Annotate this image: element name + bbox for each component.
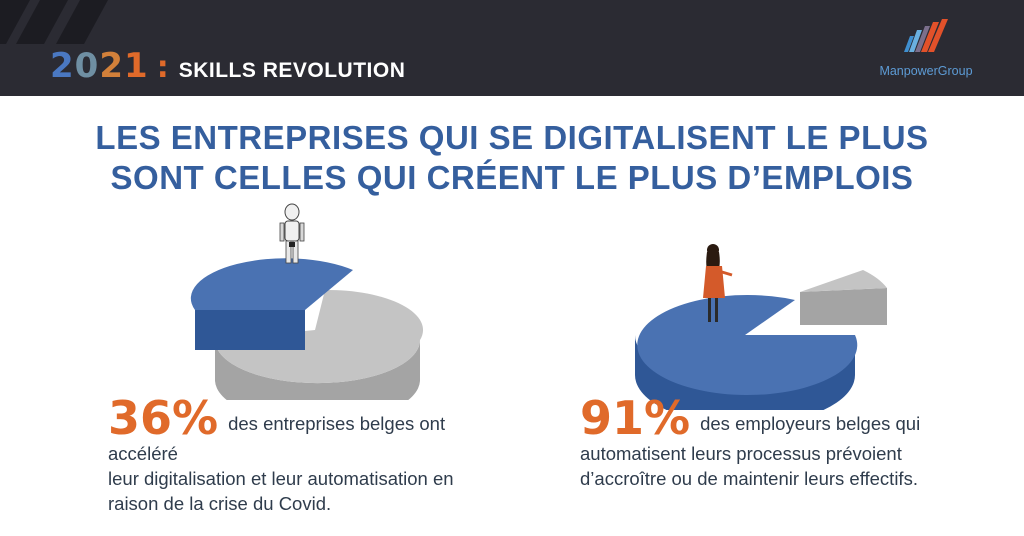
header-banner: 2021 : SKILLS REVOLUTION ManpowerGroup <box>0 0 1024 96</box>
stat-right-line1: des employeurs belges qui <box>700 413 921 434</box>
stat-right-value: 91% <box>580 391 691 445</box>
manpowergroup-logo: ManpowerGroup <box>870 14 982 84</box>
pie-right-blue-top <box>637 295 858 396</box>
pie-left-grey-side <box>215 340 420 400</box>
pie-left-blue-top <box>190 258 353 310</box>
pie-right-blue-side <box>635 335 855 410</box>
pie-chart-36 <box>190 203 424 400</box>
stat-right-line3: d’accroître ou de maintenir leurs effect… <box>580 468 918 489</box>
header-title: 2021 : SKILLS REVOLUTION <box>50 46 405 86</box>
pie-right-grey-top <box>800 270 887 292</box>
headline: LES ENTREPRISES QUI SE DIGITALISENT LE P… <box>60 118 964 198</box>
woman-figure <box>703 244 733 322</box>
stat-left-line3: raison de la crise du Covid. <box>108 493 332 514</box>
decorative-stripes <box>0 0 108 44</box>
headline-line-1: LES ENTREPRISES QUI SE DIGITALISENT LE P… <box>95 119 929 156</box>
headline-line-2: SONT CELLES QUI CRÉENT LE PLUS D’EMPLOIS <box>110 159 914 196</box>
header-subtitle: SKILLS REVOLUTION <box>178 59 406 82</box>
pie-left-grey-slice <box>215 289 424 400</box>
pie-left-grey-top <box>215 289 424 384</box>
robot-figure <box>279 203 305 264</box>
stat-right: 91% des employeurs belges qui automatisen… <box>580 395 1000 491</box>
stat-right-line2: automatisent leurs processus prévoient <box>580 443 902 464</box>
pie-right-grey-slice <box>800 270 887 325</box>
brand-name: ManpowerGroup <box>879 64 973 78</box>
stat-left-line1: des entreprises belges ont accéléré <box>108 413 446 464</box>
stat-left-value: 36% <box>108 391 219 445</box>
pie-chart-91 <box>635 244 887 410</box>
pie-left-blue-slice <box>190 258 353 350</box>
pie-right-grey-side <box>800 288 887 325</box>
logo-icon <box>904 19 948 52</box>
title-colon: : <box>156 50 169 85</box>
year-label: 2021 <box>50 46 149 86</box>
stat-left-line2: leur digitalisation et leur automatisati… <box>108 468 454 489</box>
pie-left-blue-side <box>195 310 305 350</box>
pie-right-blue-slice <box>635 295 858 410</box>
stat-left: 36% des entreprises belges ont accéléré l… <box>108 395 508 516</box>
